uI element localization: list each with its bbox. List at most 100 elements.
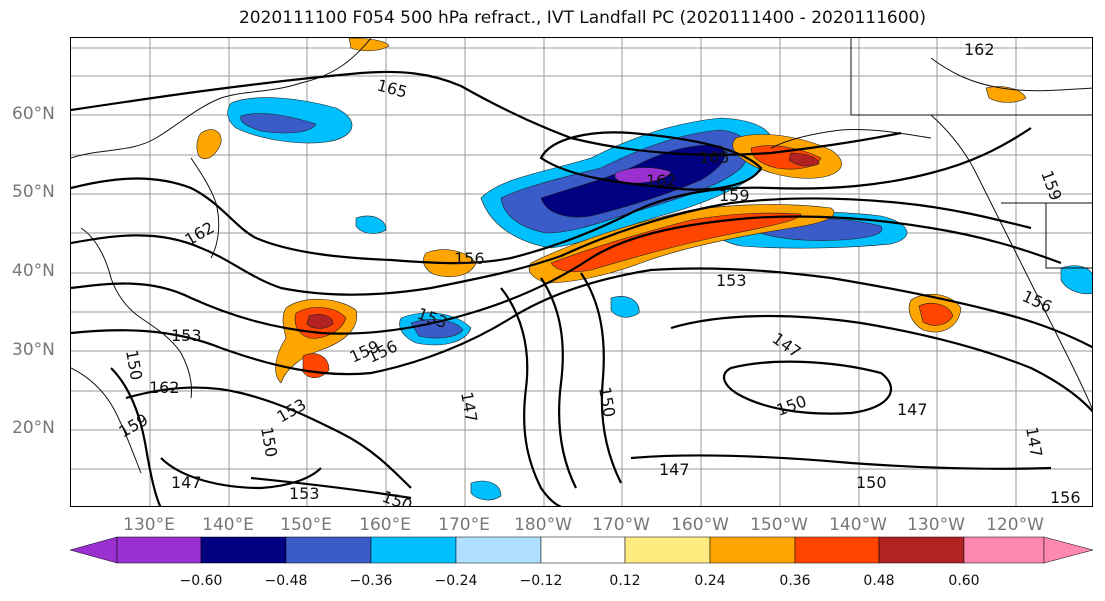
lon-label-160w: 160°W (671, 515, 729, 535)
anomaly-fill-regions (196, 38, 1092, 501)
contour-label-165-a: 165 (375, 76, 409, 102)
contour-159-south (125, 386, 412, 489)
lon-label-170e: 170°E (438, 515, 490, 535)
positive-region-canada (985, 86, 1027, 103)
colorbar-segment-2 (200, 536, 287, 564)
contour-label-156-d: 156 (1050, 488, 1081, 507)
contour-trough (500, 287, 562, 506)
negative-core-3 (614, 167, 672, 184)
lat-label-20n: 20°N (12, 418, 55, 438)
colorbar-min-arrow (69, 536, 118, 564)
contour-147-loop (723, 360, 892, 415)
map-canvas: 165 165 162 162 162 162 159 159 159 159 … (71, 38, 1092, 507)
lon-label-150w: 150°W (750, 515, 808, 535)
negative-region-central (610, 296, 640, 318)
colorbar-tick-1: −0.60 (179, 573, 223, 589)
positive-peak-alaska (788, 152, 820, 167)
map-title: 2020111100 F054 500 hPa refract., IVT La… (238, 8, 926, 28)
contour-label-150-b: 150 (122, 348, 146, 381)
contour-label-156-a: 156 (454, 249, 485, 268)
lon-label-140e: 140°E (202, 515, 254, 535)
contour-label-153-e: 153 (274, 395, 310, 427)
colorbar-segment-9 (794, 536, 880, 564)
height-contours (71, 70, 1092, 506)
lon-label-170w: 170°W (592, 515, 650, 535)
positive-peak-japan (306, 314, 334, 329)
colorbar-tick-2: −0.48 (264, 573, 308, 589)
negative-region-north-central (355, 215, 387, 234)
colorbar-segment-7 (624, 536, 711, 564)
contour-150-west (110, 367, 162, 506)
colorbar (69, 536, 1094, 564)
contour-label-153-b: 153 (716, 271, 747, 290)
lon-label-180w: 180°W (514, 515, 572, 535)
lon-label-130e: 130°E (123, 515, 175, 535)
positive-core-jet (550, 212, 802, 273)
colorbar-tick-5: −0.12 (519, 573, 563, 589)
contour-147-west (160, 457, 322, 490)
contour-label-150-d: 150 (380, 487, 415, 507)
contour-label-159-a: 159 (719, 186, 750, 205)
positive-core-east-pacific (918, 303, 954, 326)
colorbar-segment-3 (285, 536, 372, 564)
negative-core-siberia (240, 113, 317, 134)
contour-label-162-d: 162 (149, 378, 180, 397)
colorbar-tick-10: 0.60 (948, 573, 980, 589)
negative-region-south (470, 480, 502, 501)
contour-156 (71, 215, 1062, 335)
contour-162 (71, 127, 1032, 265)
positive-region-nw (196, 129, 222, 160)
contour-label-147-a: 147 (171, 473, 202, 492)
contour-label-150-a: 150 (774, 391, 809, 419)
contour-label-153-d: 153 (289, 484, 320, 503)
contour-label-150-e: 150 (257, 425, 281, 458)
contour-label-153-a: 153 (171, 326, 202, 345)
contour-label-150-f: 150 (595, 385, 619, 418)
negative-region-west-coast (1060, 265, 1092, 295)
contour-147-south (630, 454, 1052, 470)
colorbar-segment-10 (878, 536, 965, 564)
contour-150 (670, 314, 1092, 413)
contour-label-165-b: 165 (699, 148, 730, 167)
contour-label-147-d: 147 (769, 329, 805, 362)
contour-label-147-f: 147 (1022, 425, 1046, 458)
colorbar-tick-4: −0.24 (434, 573, 478, 589)
contour-label-162-b: 162 (182, 218, 218, 250)
contour-trough-3 (580, 272, 622, 484)
lat-label-30n: 30°N (12, 340, 55, 360)
map-panel: 165 165 162 162 162 162 159 159 159 159 … (70, 37, 1093, 507)
contour-label-147-e: 147 (457, 390, 481, 423)
contour-159 (71, 197, 1032, 296)
positive-region-top (348, 38, 390, 52)
colorbar-segment-5 (455, 536, 542, 564)
contour-label-162-a: 162 (964, 40, 995, 59)
colorbar-max-arrow (1043, 536, 1094, 564)
contour-165-loop (539, 131, 763, 191)
lon-label-130w: 130°W (907, 515, 965, 535)
lat-label-40n: 40°N (12, 261, 55, 281)
contour-label-147-b: 147 (659, 460, 690, 479)
colorbar-tick-9: 0.48 (863, 573, 895, 589)
contour-label-147-c: 147 (897, 400, 928, 419)
colorbar-tick-8: 0.36 (779, 573, 811, 589)
colorbar-segment-6 (540, 536, 626, 564)
colorbar-segment-11 (963, 536, 1045, 564)
colorbar-tick-6: 0.12 (609, 573, 641, 589)
contour-label-159-b: 159 (116, 410, 152, 442)
contour-150-south (250, 476, 412, 500)
colorbar-tick-3: −0.36 (349, 573, 393, 589)
contour-153 (71, 267, 1092, 376)
colorbar-segment-8 (709, 536, 796, 564)
colorbar-segment-1 (116, 536, 202, 564)
lat-label-60n: 60°N (12, 104, 55, 124)
lon-label-150e: 150°E (280, 515, 332, 535)
contour-165-north (71, 70, 902, 156)
colorbar-segment-4 (370, 536, 457, 564)
contour-label-162-c: 162 (646, 171, 677, 190)
contour-trough-2 (540, 277, 577, 489)
coastlines (71, 38, 1092, 474)
contour-label-159-d: 159 (1037, 168, 1065, 203)
lon-label-120w: 120°W (986, 515, 1044, 535)
lon-label-140w: 140°W (829, 515, 887, 535)
lon-label-160e: 160°E (359, 515, 411, 535)
